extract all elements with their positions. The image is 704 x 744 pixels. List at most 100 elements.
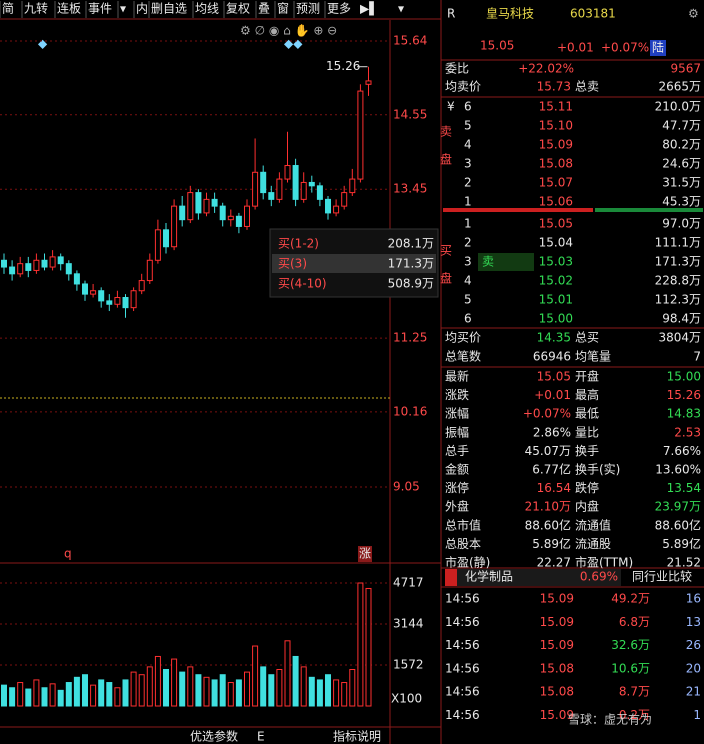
volume-bar [260,666,267,707]
volume-bar [195,674,202,707]
value: 6.77亿 [532,462,571,477]
toolbar-item[interactable]: ▾ [120,2,126,16]
bid-price: 15.01 [539,293,573,307]
settings-icon[interactable]: ⚙ [688,7,699,21]
value: 21.10万 [525,500,571,514]
toolbar-item[interactable]: 内 [136,2,148,16]
candle-body [25,263,32,271]
volume-bar [171,658,178,707]
toolbar-item[interactable]: 窗 [277,2,289,16]
candle-body [130,290,137,309]
ask-price: 15.08 [539,157,573,171]
footer-item[interactable]: E [257,730,265,744]
volume-bar [333,679,340,707]
bid-volume: 97.0万 [662,217,701,231]
candle-body [122,297,129,309]
value: 66946 [533,350,571,364]
label: 开盘 [575,369,599,384]
ask-price: 15.06 [539,195,573,209]
industry-compare[interactable]: 同行业比较 [632,569,692,584]
tick-volume: 49.2万 [611,592,650,606]
volume-bar [17,682,24,707]
label: 总股本 [445,537,481,551]
toolbar-item[interactable]: 九转 [24,1,48,16]
tick-count: 21 [686,685,701,699]
volume-bar [49,683,56,707]
chart-tools[interactable]: ⚙ ∅ ◉ ⌂ ✋ ⊕ ⊖ [240,24,337,38]
toolbar-item[interactable]: 简 [2,2,14,16]
toolbar-item[interactable]: 预测 [296,2,320,16]
currency: ¥ [447,100,455,114]
label: 最高 [575,387,599,402]
popup-highlight [272,254,436,273]
candle-body [244,205,250,227]
tick-volume: 10.6万 [611,661,650,675]
side-label: 卖盘 [439,125,453,181]
ask-price: 15.10 [539,119,573,133]
level: 2 [464,176,472,190]
volume-bar [73,676,80,707]
volume-bar [227,682,234,707]
tick-count: 13 [686,615,701,629]
bid-price: 15.00 [539,312,573,326]
label: 总笔数 [445,349,481,364]
level: 3 [464,255,472,269]
sell-bar [443,208,593,212]
value: 21.52 [667,556,701,570]
buy-bar [595,208,703,212]
ask-volume: 210.0万 [655,100,701,114]
volume-bar [154,655,161,707]
marker-left: q [64,547,72,561]
volume-bar [41,687,48,707]
watermark: 雪球：虚无有为 [568,713,652,727]
tick-price: 15.09 [540,638,574,652]
candle-body [114,297,121,305]
candle-body [284,165,291,180]
tick-price: 15.09 [540,615,574,629]
toolbar-item[interactable]: 叠 [258,2,270,16]
bid-volume: 98.4万 [662,312,701,326]
toolbar-arrow[interactable]: ▾ [398,2,404,16]
tick-price: 15.09 [540,708,574,722]
tick-time: 14:56 [445,638,480,652]
volume-bar [187,666,194,707]
volume-bar [292,655,299,707]
label: 涨幅 [445,406,469,421]
ask-volume: 80.2万 [662,138,701,152]
candle-body [235,215,242,227]
bid-tag: 卖 [482,255,494,269]
toolbar-item[interactable]: 连板 [57,1,81,16]
label: 总市值 [445,517,481,532]
volume-bar [106,682,113,707]
toolbar-item[interactable]: 更多 [327,2,351,16]
tick-count: 1 [693,708,701,722]
candle-body [146,259,153,282]
footer-item[interactable]: 指标说明 [333,729,381,744]
value: 7.66% [663,444,701,458]
toolbar-item[interactable]: 复权 [226,2,250,16]
ask-price: 15.11 [539,100,573,114]
volume-bar [244,671,250,707]
side-label: 买盘 [439,244,453,300]
volume-tick-label: 1572 [393,658,424,672]
volume-bar [252,645,259,707]
volume-bar [316,679,323,707]
toolbar-icons[interactable]: ▶▌ [360,1,378,16]
candle-body [9,266,16,275]
volume-bar [114,687,121,707]
toolbar-item[interactable]: 删自选 [151,2,187,16]
volume-bar [276,668,283,707]
y-tick-label: 14.55 [393,107,427,121]
label: 内盘 [575,499,599,514]
value: +0.01 [534,388,571,402]
tick-time: 14:56 [445,685,480,699]
footer-item[interactable]: 优选参数 [190,729,238,744]
toolbar-item[interactable]: 事件 [88,2,112,16]
level: 6 [464,312,472,326]
label: 均卖价 [445,80,481,94]
toolbar-item[interactable]: 均线 [195,2,219,16]
value: 2.53 [674,425,701,439]
tick-price: 15.09 [540,592,574,606]
bid-price: 15.03 [539,255,573,269]
